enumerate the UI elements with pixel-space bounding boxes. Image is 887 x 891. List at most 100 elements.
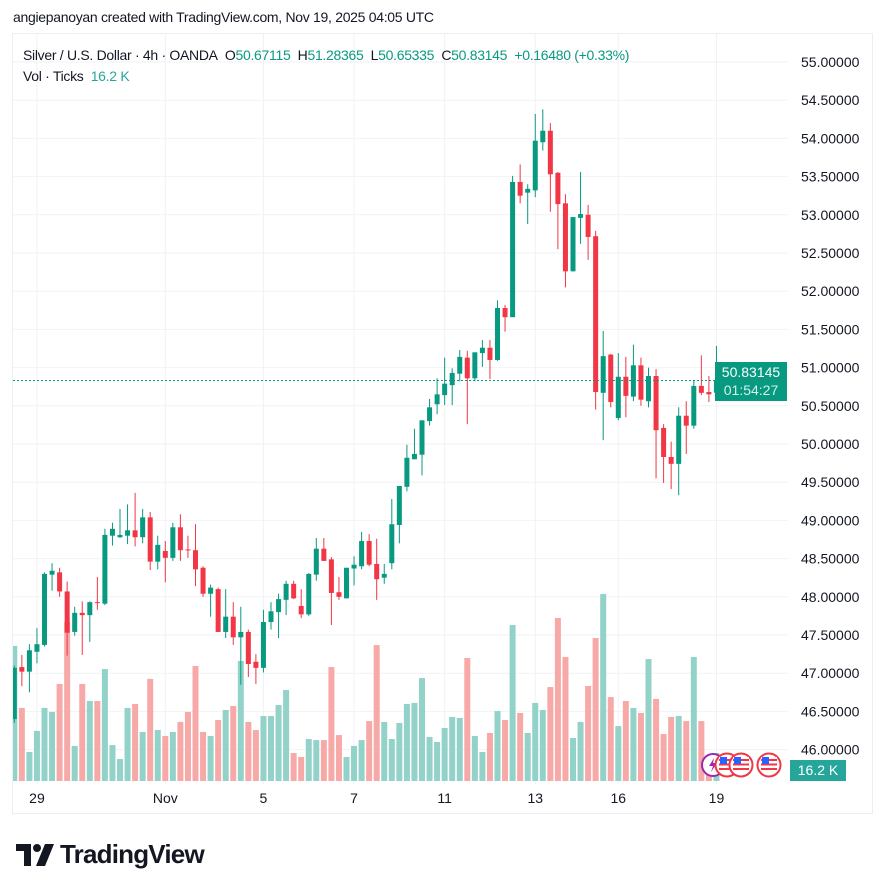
candle-up: [42, 572, 47, 647]
candle-down: [374, 538, 380, 600]
candle-up: [283, 580, 289, 616]
candle-down: [57, 567, 63, 597]
candle-body: [668, 456, 674, 464]
volume-bar: [464, 658, 471, 781]
open-value: 50.67115: [235, 47, 291, 63]
time-tick-label: 16: [611, 790, 627, 806]
price-axis: 55.00000 54.50000 54.00000 53.50000 53.00000…: [801, 54, 860, 758]
time-tick-label: 5: [260, 790, 268, 806]
volume-bar: [373, 645, 380, 781]
volume-bar: [600, 593, 607, 781]
candle-body: [94, 602, 100, 604]
candle-body: [593, 236, 599, 393]
candle-up: [125, 504, 131, 545]
candle-up: [442, 357, 448, 406]
open-label: O: [224, 47, 236, 63]
candle-body: [208, 587, 214, 594]
candle-down: [698, 355, 704, 396]
volume-bar: [351, 745, 358, 781]
volume-bar: [230, 706, 237, 781]
candle-body: [502, 308, 508, 318]
volume-bar: [539, 710, 546, 781]
price-tick-label: 53.00000: [801, 207, 860, 223]
change-value: +0.16480 (+0.33%): [514, 47, 630, 63]
candle-body: [381, 573, 387, 578]
volume-bar: [192, 665, 199, 781]
volume-bar: [245, 721, 252, 781]
volume-bars: [13, 593, 720, 781]
volume-bar: [388, 739, 395, 781]
legend-volume-row: Vol · Ticks 16.2 K: [23, 66, 629, 87]
candle-up: [389, 499, 395, 570]
volume-bar: [252, 730, 259, 781]
candle-up: [351, 556, 357, 586]
candle-body: [117, 534, 123, 538]
volume-bar: [517, 712, 524, 781]
candle-up: [525, 184, 531, 224]
candle-down: [200, 566, 206, 597]
candle-down: [291, 580, 297, 600]
candle-up: [344, 567, 349, 599]
candle-up: [449, 368, 455, 406]
candle-body: [366, 541, 372, 565]
legend: Silver / U.S. Dollar · 4h · OANDA O50.67…: [23, 45, 629, 87]
us-flag-event-icon[interactable]: [756, 752, 782, 778]
volume-bar: [502, 720, 509, 781]
volume-bar: [215, 720, 222, 781]
price-tick-label: 50.00000: [801, 436, 860, 452]
candle-body: [238, 631, 244, 638]
candle-down: [185, 535, 191, 558]
close-value: 50.83145: [451, 47, 508, 63]
time-tick-label: 11: [437, 790, 452, 806]
time-tick-label: 29: [29, 790, 45, 806]
volume-bar: [562, 656, 569, 781]
us-flag-event-icon[interactable]: [728, 752, 754, 778]
volume-bar: [305, 739, 312, 781]
volume-bar: [275, 705, 282, 781]
candle-body: [547, 130, 553, 175]
volume-bar: [426, 736, 433, 781]
tradingview-logo[interactable]: TradingView: [16, 839, 205, 870]
volume-bar: [26, 751, 33, 781]
candle-body: [562, 203, 568, 272]
volume-bar: [139, 731, 146, 781]
volume-bar: [547, 687, 554, 781]
candles: [13, 109, 719, 723]
volume-bar: [260, 716, 267, 781]
volume-bar: [660, 734, 667, 781]
volume-indicator-title[interactable]: Vol · Ticks: [23, 68, 84, 84]
volume-bar: [177, 721, 184, 781]
candle-body: [230, 616, 236, 638]
candle-body: [676, 415, 682, 464]
price-tick-label: 47.50000: [801, 627, 860, 643]
candle-up: [117, 508, 123, 538]
symbol-title[interactable]: Silver / U.S. Dollar · 4h · OANDA: [23, 47, 218, 63]
candle-up: [140, 508, 146, 544]
candle-body: [570, 217, 576, 272]
candle-up: [155, 535, 161, 570]
candle-body: [623, 376, 629, 396]
flag-canton: [734, 757, 741, 764]
candle-up: [276, 593, 282, 639]
candle-body: [691, 385, 697, 426]
flag-stripe: [719, 768, 735, 770]
volume-bar: [690, 656, 697, 781]
candle-down: [19, 654, 25, 687]
candle-body: [132, 530, 138, 538]
volume-bar: [41, 707, 48, 781]
candle-down: [245, 629, 251, 678]
price-tick-label: 51.50000: [801, 321, 860, 337]
candle-down: [94, 576, 100, 610]
volume-bar: [532, 702, 539, 781]
candle-down: [336, 576, 342, 600]
candle-body: [540, 130, 546, 143]
candle-up: [359, 531, 365, 570]
candle-up: [223, 589, 229, 639]
candle-body: [464, 357, 470, 379]
volume-bar: [630, 707, 637, 781]
volume-bar: [101, 669, 108, 781]
volume-bar: [79, 683, 86, 781]
candle-body: [298, 605, 304, 615]
candle-body: [102, 534, 108, 604]
